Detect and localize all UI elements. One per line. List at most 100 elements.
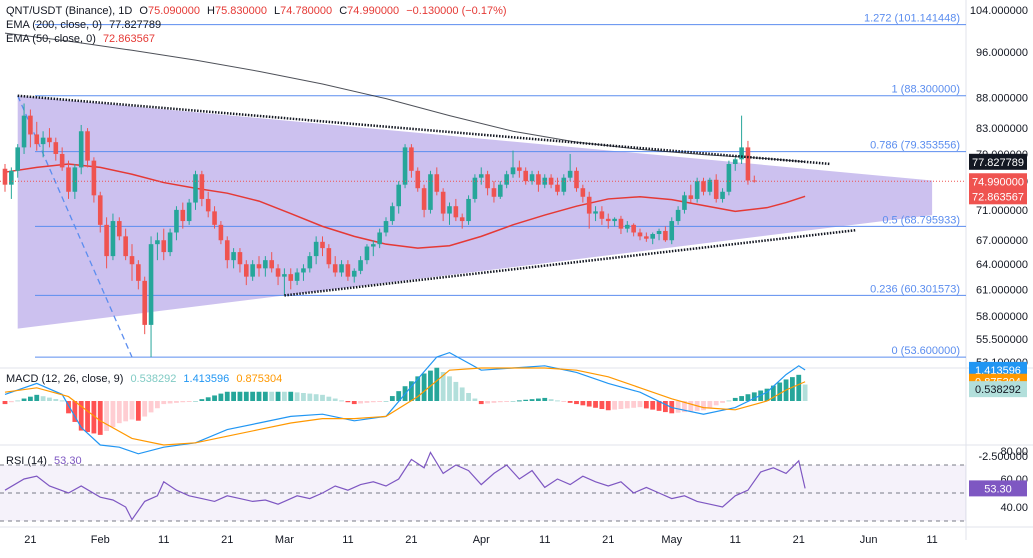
rsi-tick-label: 40.00 xyxy=(1000,502,1028,514)
fib-dashed-leg xyxy=(17,95,133,358)
candle-body xyxy=(174,209,179,233)
candle-body xyxy=(364,246,370,261)
ema50-legend[interactable]: EMA (50, close, 0) 72.863567 xyxy=(6,33,159,45)
candle-body xyxy=(453,206,459,218)
macd-histogram-bar xyxy=(726,400,732,402)
macd-histogram-bar xyxy=(358,401,363,404)
candle xyxy=(732,157,738,171)
price-tick-label: 64.000000 xyxy=(976,259,1028,271)
rsi-value: 53.30 xyxy=(54,455,82,467)
macd-histogram-bar xyxy=(624,401,630,409)
hist-value-tag-bg xyxy=(969,381,1027,398)
candle-body xyxy=(282,274,287,277)
candle xyxy=(155,232,160,261)
candle xyxy=(631,223,636,237)
candle-body xyxy=(644,236,649,239)
candle-body xyxy=(701,181,706,192)
macd-histogram-bar xyxy=(656,401,662,411)
last-price-tag: 74.990000 xyxy=(972,176,1024,188)
macd-histogram-bar xyxy=(739,396,744,401)
macd-histogram-bar xyxy=(282,391,287,401)
candle-body xyxy=(421,188,427,210)
candle-body xyxy=(402,147,408,185)
candle-body xyxy=(123,236,128,257)
last-price-tag-bg xyxy=(969,173,1027,190)
macd-histogram-bar xyxy=(637,401,643,408)
macd-histogram-bar xyxy=(53,398,59,401)
candle xyxy=(466,195,471,225)
candle-body xyxy=(142,280,147,325)
macd-histogram-bar xyxy=(72,401,78,422)
candle-body xyxy=(332,264,338,273)
rsi-legend[interactable]: RSI (14) 53.30 xyxy=(6,455,86,467)
macd-histogram-bar xyxy=(790,377,795,401)
ema50-value: 72.863567 xyxy=(102,33,155,45)
candle-body xyxy=(707,179,713,192)
macd-histogram-bar xyxy=(364,401,370,403)
candle xyxy=(593,206,598,222)
x-tick-label: 11 xyxy=(539,534,550,546)
candle-body xyxy=(434,174,440,192)
candle xyxy=(421,184,427,218)
price-tick-label: 61.000000 xyxy=(976,284,1028,296)
macd-histogram-bar xyxy=(34,394,40,401)
candle xyxy=(498,181,503,199)
candle xyxy=(364,244,370,265)
candle-body xyxy=(237,252,243,265)
macd-histogram-bar xyxy=(256,391,262,401)
candle-body xyxy=(605,218,611,222)
macd-histogram-bar xyxy=(212,395,217,401)
macd-histogram-bar xyxy=(180,401,186,403)
candle xyxy=(231,248,236,269)
candle xyxy=(288,268,294,290)
fib-level-label: 0.236 (60.301573) xyxy=(870,283,960,295)
ema200-legend[interactable]: EMA (200, close, 0) 77.827789 xyxy=(6,19,165,31)
macd-histogram-bar xyxy=(135,401,141,421)
macd-histogram-bar xyxy=(104,401,109,431)
candle xyxy=(580,184,586,203)
candle-body xyxy=(320,241,325,249)
macd-histogram-bar xyxy=(555,400,560,402)
candle xyxy=(485,170,490,196)
candle-body xyxy=(47,137,52,143)
triangle-pattern-fill xyxy=(17,95,933,329)
macd-histogram-bar xyxy=(516,400,522,402)
ema50-price-tag-bg xyxy=(969,188,1027,205)
candle-body xyxy=(269,260,274,269)
macd-legend[interactable]: MACD (12, 26, close, 9) 0.538292 1.41359… xyxy=(6,373,286,385)
candle xyxy=(663,226,668,242)
candle xyxy=(250,260,255,281)
macd-histogram-bar xyxy=(237,391,243,401)
candle-body xyxy=(339,264,344,273)
macd-histogram-bar xyxy=(383,401,389,402)
macd-histogram-bar xyxy=(536,398,541,401)
candle-body xyxy=(510,167,516,175)
macd-histogram-bar xyxy=(548,399,554,401)
candle xyxy=(409,144,414,178)
candle-body xyxy=(517,167,522,171)
candle-body xyxy=(625,224,630,229)
candle-body xyxy=(231,252,236,261)
macd-histogram-bar xyxy=(421,373,427,401)
macd-histogram-bar xyxy=(142,401,148,417)
candle-body xyxy=(263,260,268,269)
candle xyxy=(377,228,382,249)
x-tick-label: Feb xyxy=(91,534,110,546)
macd-histogram-bar xyxy=(618,401,624,410)
candle-body xyxy=(9,170,14,185)
signal-value: 0.875304 xyxy=(236,373,283,385)
macd-histogram-bar xyxy=(707,401,713,408)
macd-tick-label: -2.500000 xyxy=(978,451,1028,463)
candle xyxy=(313,236,319,265)
rsi-title: RSI (14) xyxy=(6,455,47,467)
macd-histogram-bar xyxy=(504,401,510,402)
candle-body xyxy=(301,268,306,273)
macd-histogram-bar xyxy=(447,376,452,401)
macd-histogram-bar xyxy=(415,376,421,401)
macd-histogram-bar xyxy=(199,399,205,401)
candle xyxy=(326,244,332,269)
macd-line xyxy=(4,351,806,455)
macd-histogram-bar xyxy=(85,401,90,433)
fib-level-label: 0.5 (68.795933) xyxy=(882,214,960,226)
